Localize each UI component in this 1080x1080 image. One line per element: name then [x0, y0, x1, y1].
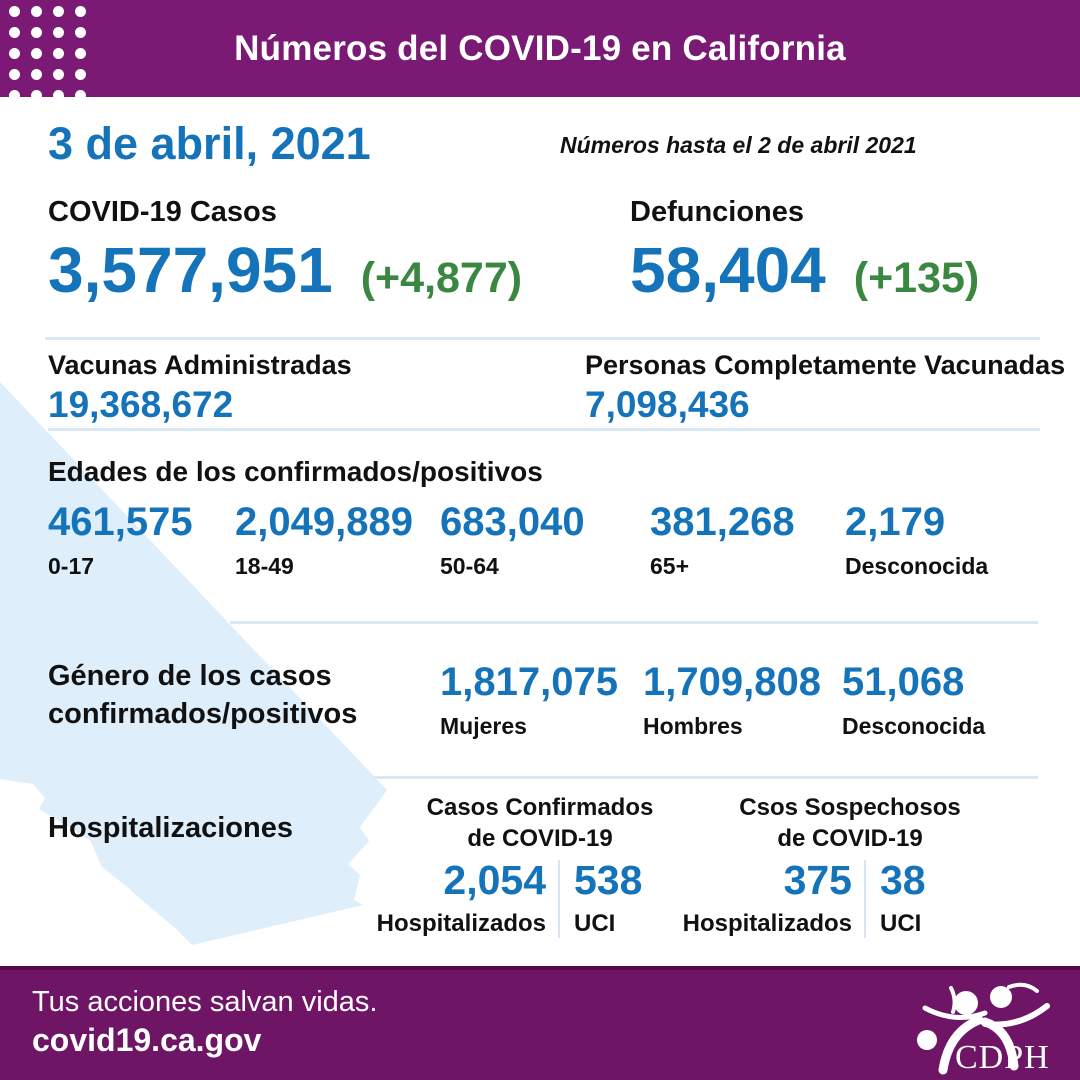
footer-message: Tus acciones salvan vidas. [32, 986, 378, 1018]
gender-unknown-value: 51,068 [842, 660, 965, 704]
vaccines-administered-value: 19,368,672 [48, 384, 234, 425]
age-group-18-49: 2,049,889 18-49 [235, 502, 413, 580]
footer-bar: Tus acciones salvan vidas. covid19.ca.go… [0, 966, 1080, 1080]
deaths-delta: (+135) [853, 254, 980, 302]
gender-section-title: Género de los casos confirmados/positivo… [48, 660, 358, 730]
cdph-logo-text: CDPH [955, 1039, 1050, 1076]
dot-icon [31, 48, 42, 59]
dot-icon [53, 48, 64, 59]
gender-group-unknown: 51,068 Desconocida [842, 662, 985, 740]
suspected-icu-cell: 38 UCI [866, 860, 990, 938]
age-18-49-label: 18-49 [235, 553, 294, 579]
fully-vaccinated-label: Personas Completamente Vacunadas [585, 350, 1066, 380]
suspected-hospitalized-cell: 375 Hospitalizados [680, 860, 852, 938]
deaths-value: 58,404 [630, 234, 826, 306]
dot-icon [31, 27, 42, 38]
cases-value-row: 3,577,951 (+4,877) [48, 238, 522, 302]
age-0-17-value: 461,575 [48, 500, 193, 544]
dot-icon [9, 6, 20, 17]
suspected-hospitalized-value: 375 [783, 857, 852, 903]
age-unknown-value: 2,179 [845, 500, 946, 544]
suspected-cases-stats: 375 Hospitalizados 38 UCI [680, 860, 990, 938]
ages-section-title: Edades de los confirmados/positivos [48, 456, 543, 487]
cases-value: 3,577,951 [48, 234, 333, 306]
age-50-64-value: 683,040 [440, 500, 585, 544]
confirmed-cases-heading: Casos Confirmados de COVID-19 [426, 794, 654, 853]
gender-women-label: Mujeres [440, 713, 527, 739]
dot-icon [75, 48, 86, 59]
suspected-cases-heading: Csos Sospechosos de COVID-19 [739, 794, 961, 853]
dot-icon [53, 69, 64, 80]
gender-group-women: 1,817,075 Mujeres [440, 662, 618, 740]
data-as-of-note: Números hasta el 2 de abril 2021 [560, 132, 917, 158]
age-18-49-value: 2,049,889 [235, 500, 413, 544]
age-group-unknown: 2,179 Desconocida [845, 502, 988, 580]
confirmed-icu-cell: 538 UCI [560, 860, 694, 938]
age-group-65-plus: 381,268 65+ [650, 502, 795, 580]
dot-grid-decoration [9, 6, 86, 97]
header-bar: Números del COVID-19 en California [0, 0, 1080, 97]
age-65-plus-label: 65+ [650, 553, 690, 579]
fully-vaccinated-value: 7,098,436 [585, 384, 750, 425]
dot-icon [31, 90, 42, 97]
dot-icon [53, 27, 64, 38]
cases-label: COVID-19 Casos [48, 196, 277, 228]
age-unknown-label: Desconocida [845, 553, 989, 579]
dot-icon [9, 90, 20, 97]
dot-icon [31, 6, 42, 17]
age-65-plus-value: 381,268 [650, 500, 795, 544]
dot-icon [9, 27, 20, 38]
deaths-label: Defunciones [630, 196, 805, 228]
age-group-50-64: 683,040 50-64 [440, 502, 585, 580]
divider-above-vaccines [45, 337, 1040, 340]
page-title: Números del COVID-19 en California [234, 28, 846, 68]
confirmed-cases-stats: 2,054 Hospitalizados 538 UCI [370, 860, 694, 938]
hospitalizations-title: Hospitalizaciones [48, 812, 293, 844]
dot-icon [31, 69, 42, 80]
age-0-17-label: 0-17 [48, 553, 95, 579]
gender-group-men: 1,709,808 Hombres [643, 662, 821, 740]
gender-unknown-label: Desconocida [842, 713, 986, 739]
cdph-logo: CDPH [917, 982, 1050, 1076]
vaccines-administered-label: Vacunas Administradas [48, 350, 352, 380]
suspected-vertical-divider [864, 860, 866, 938]
confirmed-icu-label: UCI [574, 910, 616, 937]
gender-men-value: 1,709,808 [643, 660, 821, 704]
confirmed-hospitalized-label: Hospitalizados [376, 910, 546, 937]
dot-icon [53, 6, 64, 17]
suspected-icu-value: 38 [880, 857, 926, 903]
divider-above-hospitalizations [372, 776, 1038, 779]
dot-icon [75, 90, 86, 97]
dot-icon [9, 48, 20, 59]
dot-icon [9, 69, 20, 80]
dot-icon [75, 6, 86, 17]
suspected-hospitalized-label: Hospitalizados [682, 910, 852, 937]
dot-icon [75, 69, 86, 80]
dot-icon [75, 27, 86, 38]
deaths-value-row: 58,404 (+135) [630, 238, 979, 302]
gender-women-value: 1,817,075 [440, 660, 618, 704]
confirmed-vertical-divider [558, 860, 560, 938]
divider-below-vaccines [48, 428, 1040, 431]
confirmed-icu-value: 538 [574, 857, 643, 903]
divider-below-ages [230, 621, 1038, 624]
cases-delta: (+4,877) [360, 254, 523, 302]
logo-head-icon [954, 991, 978, 1015]
confirmed-hospitalized-cell: 2,054 Hospitalizados [370, 860, 546, 938]
suspected-icu-label: UCI [880, 910, 922, 937]
age-group-0-17: 461,575 0-17 [48, 502, 193, 580]
dot-icon [53, 90, 64, 97]
gender-men-label: Hombres [643, 713, 743, 739]
footer-url: covid19.ca.gov [32, 1022, 262, 1058]
confirmed-hospitalized-value: 2,054 [443, 857, 546, 903]
age-50-64-label: 50-64 [440, 553, 499, 579]
report-date: 3 de abril, 2021 [48, 118, 371, 169]
